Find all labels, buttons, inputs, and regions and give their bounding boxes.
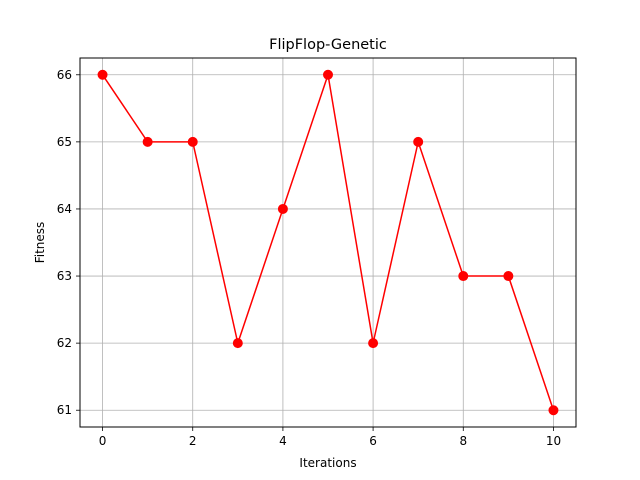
data-point xyxy=(323,69,333,80)
y-tick-label: 61 xyxy=(57,403,72,417)
chart-title: FlipFlop-Genetic xyxy=(269,37,387,53)
plot-area xyxy=(80,58,576,427)
y-tick-label: 62 xyxy=(57,336,72,350)
x-tick-label: 8 xyxy=(459,434,467,448)
y-tick-label: 64 xyxy=(57,202,72,216)
y-tick-label: 63 xyxy=(57,269,72,283)
x-axis-label: Iterations xyxy=(299,456,356,470)
data-point xyxy=(277,203,288,214)
x-tick-label: 6 xyxy=(369,434,377,448)
y-tick-label: 65 xyxy=(57,135,72,149)
y-axis-label: Fitness xyxy=(33,222,47,264)
data-point xyxy=(458,271,469,282)
data-point xyxy=(413,136,424,147)
x-tick-label: 10 xyxy=(546,434,561,448)
grid-lines xyxy=(80,58,576,427)
data-point xyxy=(97,69,108,80)
data-point xyxy=(142,136,153,147)
data-point xyxy=(187,136,198,147)
x-tick-label: 4 xyxy=(279,434,287,448)
x-tick-label: 0 xyxy=(99,434,107,448)
data-point xyxy=(232,338,243,349)
plot-frame xyxy=(79,57,577,428)
data-point xyxy=(548,405,559,416)
data-point xyxy=(368,338,379,349)
x-tick-label: 2 xyxy=(189,434,197,448)
data-point xyxy=(503,271,514,282)
y-tick-label: 66 xyxy=(57,68,72,82)
axis-ticks: 0 2 4 6 8 10 61 62 63 64 65 66 xyxy=(57,68,561,448)
data-series xyxy=(97,69,559,416)
